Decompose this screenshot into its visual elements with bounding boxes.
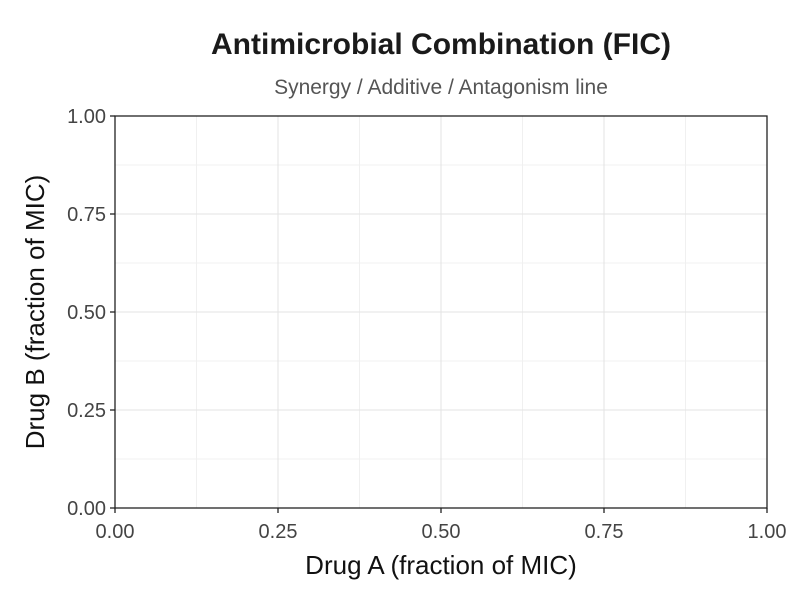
chart-title: Antimicrobial Combination (FIC) — [211, 28, 671, 61]
x-tick-label: 1.00 — [748, 521, 787, 543]
y-tick-label: 0.50 — [67, 302, 106, 324]
y-tick-label: 1.00 — [67, 106, 106, 128]
x-tick-label: 0.00 — [96, 521, 135, 543]
y-axis-ticks: 0.00 0.25 0.50 0.75 1.00 — [67, 106, 115, 520]
x-tick-label: 0.25 — [259, 521, 298, 543]
major-gridlines — [114, 115, 768, 509]
y-axis-title: Drug B (fraction of MIC) — [20, 175, 50, 450]
chart-subtitle: Synergy / Additive / Antagonism line — [274, 76, 608, 99]
y-tick-label: 0.75 — [67, 204, 106, 226]
x-tick-label: 0.50 — [422, 521, 461, 543]
y-tick-label: 0.25 — [67, 400, 106, 422]
x-axis-ticks: 0.00 0.25 0.50 0.75 1.00 — [96, 508, 787, 543]
x-axis-title: Drug A (fraction of MIC) — [305, 550, 577, 580]
y-tick-label: 0.00 — [67, 498, 106, 520]
x-tick-label: 0.75 — [585, 521, 624, 543]
